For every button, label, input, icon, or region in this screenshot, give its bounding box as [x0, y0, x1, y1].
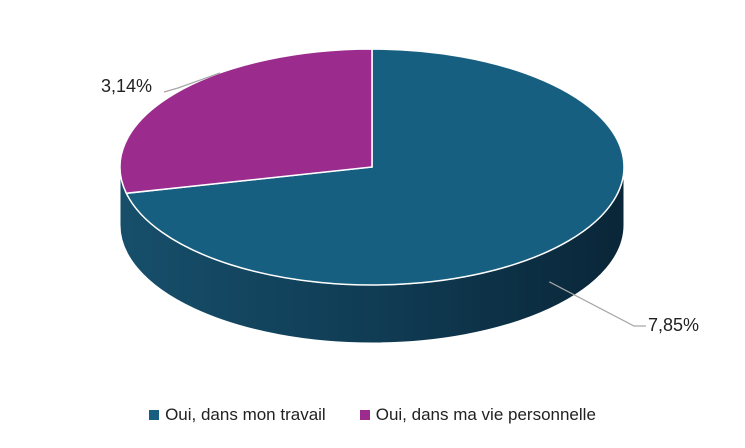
- pie-slice-vie-personnelle[interactable]: [119, 48, 373, 195]
- data-label-vie-personnelle: 3,14%: [101, 76, 152, 96]
- legend-item-vie-personnelle[interactable]: Oui, dans ma vie personnelle: [359, 405, 596, 425]
- pie-slice-travail[interactable]: [125, 48, 625, 286]
- data-label-travail: 7,85%: [648, 315, 699, 335]
- legend-swatch-vie-personnelle: [359, 410, 370, 420]
- leader-line-vie-personnelle: [163, 72, 221, 93]
- leader-line-travail: [549, 281, 646, 327]
- legend-label-vie-personnelle: Oui, dans ma vie personnelle: [375, 405, 596, 424]
- legend-item-travail[interactable]: Oui, dans mon travail: [149, 405, 326, 425]
- legend-label-travail: Oui, dans mon travail: [165, 405, 326, 424]
- legend: Oui, dans mon travail Oui, dans ma vie p…: [0, 405, 745, 425]
- legend-swatch-travail: [149, 410, 160, 420]
